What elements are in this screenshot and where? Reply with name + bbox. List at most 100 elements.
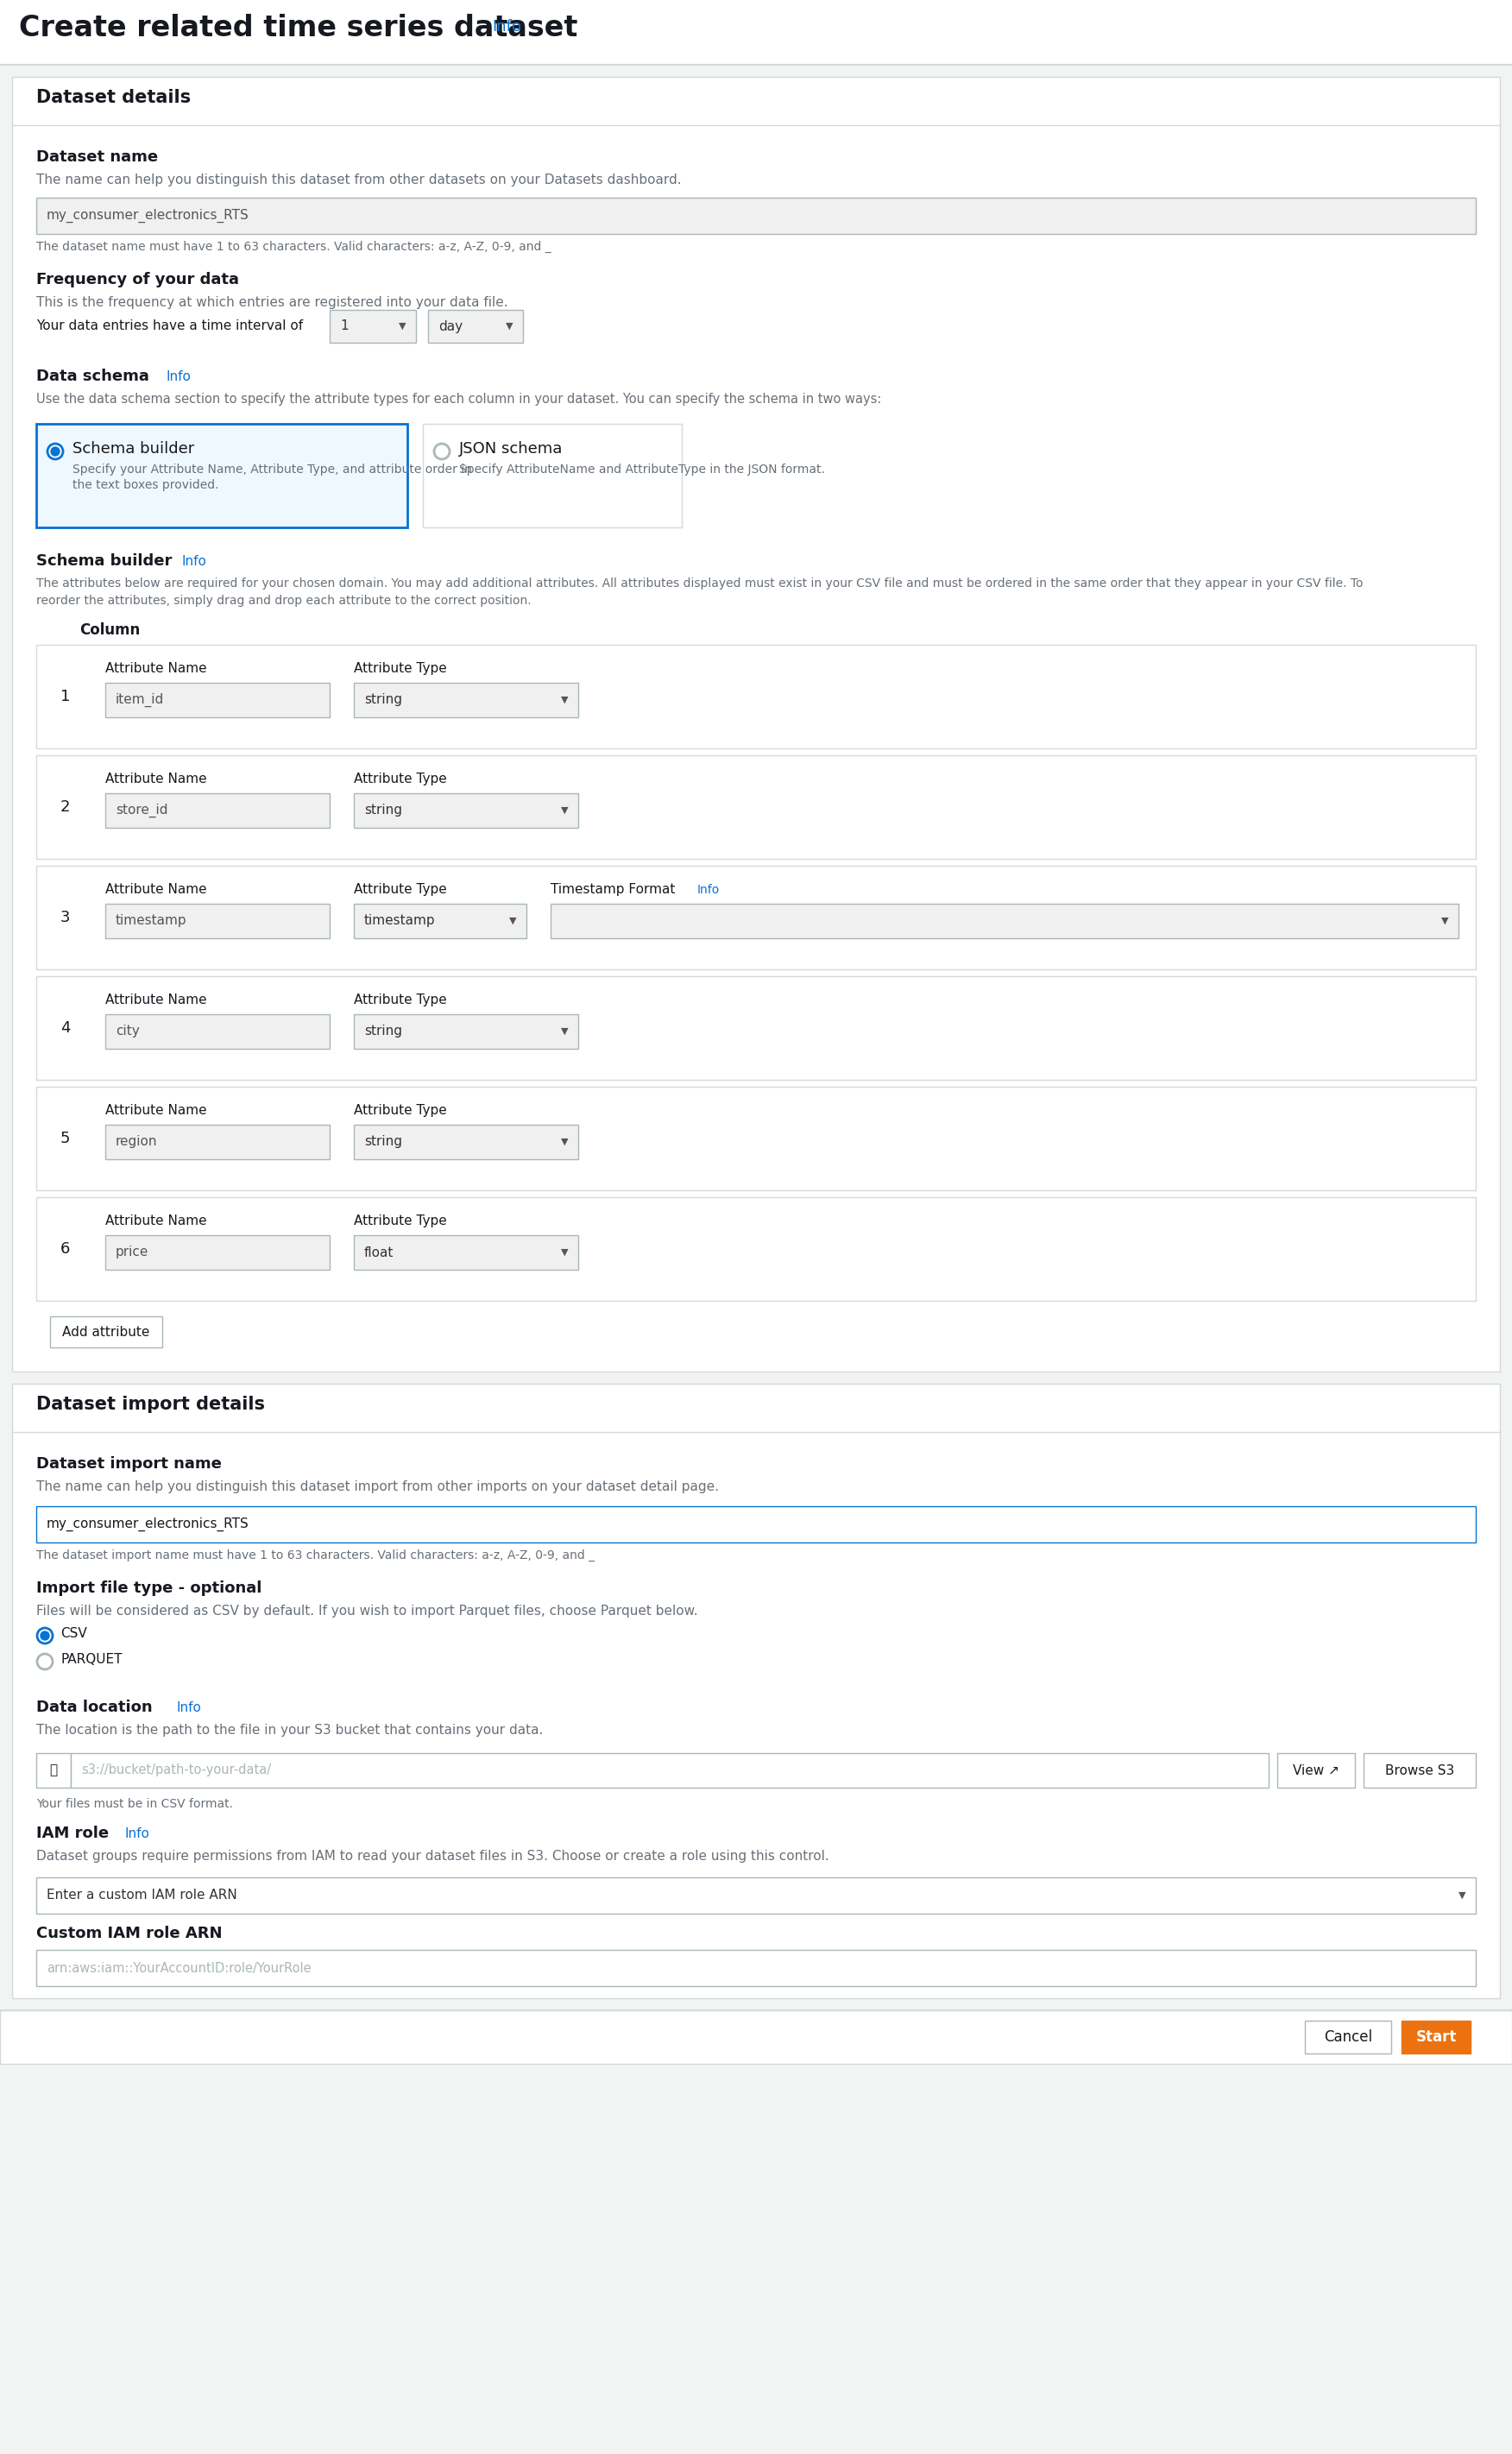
Text: ▼: ▼	[561, 697, 569, 704]
Text: Files will be considered as CSV by default. If you wish to import Parquet files,: Files will be considered as CSV by defau…	[36, 1605, 699, 1617]
Text: string: string	[364, 1026, 402, 1038]
Text: Dataset groups require permissions from IAM to read your dataset files in S3. Ch: Dataset groups require permissions from …	[36, 1850, 829, 1863]
Text: Your files must be in CSV format.: Your files must be in CSV format.	[36, 1799, 233, 1811]
Circle shape	[47, 444, 64, 459]
Text: 4: 4	[60, 1021, 71, 1036]
Text: Attribute Type: Attribute Type	[354, 883, 448, 896]
Text: ▼: ▼	[561, 1139, 569, 1146]
Text: Attribute Type: Attribute Type	[354, 773, 448, 785]
Bar	[428, 309, 523, 344]
Bar	[36, 1198, 1476, 1301]
Text: CSV: CSV	[60, 1627, 88, 1639]
Text: Info: Info	[166, 371, 191, 383]
Text: ▼: ▼	[561, 807, 569, 815]
Bar	[106, 793, 330, 827]
Text: ▼: ▼	[399, 321, 405, 331]
Text: Attribute Name: Attribute Name	[106, 773, 207, 785]
Text: Info: Info	[697, 883, 720, 896]
Circle shape	[51, 447, 59, 456]
Text: ▼: ▼	[510, 918, 516, 925]
Text: Info: Info	[491, 20, 522, 34]
Text: 5: 5	[60, 1131, 71, 1146]
Text: Attribute Type: Attribute Type	[354, 994, 448, 1006]
Text: Attribute Type: Attribute Type	[354, 1104, 448, 1117]
Text: Schema builder: Schema builder	[73, 442, 195, 456]
Bar	[12, 76, 1500, 1372]
Text: Custom IAM role ARN: Custom IAM role ARN	[36, 1926, 222, 1941]
Bar	[1402, 2020, 1471, 2054]
Text: Attribute Name: Attribute Name	[106, 883, 207, 896]
Text: float: float	[364, 1247, 393, 1259]
Text: The dataset name must have 1 to 63 characters. Valid characters: a-z, A-Z, 0-9, : The dataset name must have 1 to 63 chara…	[36, 240, 552, 253]
Text: Add attribute: Add attribute	[62, 1325, 150, 1337]
Text: Attribute Name: Attribute Name	[106, 1215, 207, 1227]
Bar	[36, 645, 1476, 748]
Text: Schema builder: Schema builder	[36, 552, 172, 569]
Text: reorder the attributes, simply drag and drop each attribute to the correct posit: reorder the attributes, simply drag and …	[36, 594, 531, 606]
Text: Timestamp Format: Timestamp Format	[550, 883, 676, 896]
Text: 2: 2	[60, 800, 71, 815]
Bar	[354, 1124, 578, 1158]
Bar	[36, 1087, 1476, 1190]
Text: timestamp: timestamp	[115, 915, 187, 928]
Bar	[71, 1752, 1269, 1787]
Bar	[1278, 1752, 1355, 1787]
Text: Browse S3: Browse S3	[1385, 1764, 1455, 1777]
Text: Info: Info	[181, 555, 206, 567]
Text: Dataset import details: Dataset import details	[36, 1396, 265, 1414]
Circle shape	[434, 444, 449, 459]
Text: 1: 1	[60, 690, 70, 704]
Text: Attribute Name: Attribute Name	[106, 1104, 207, 1117]
Bar	[50, 1315, 162, 1347]
Bar	[36, 1951, 1476, 1985]
Circle shape	[38, 1627, 53, 1644]
Text: Your data entries have a time interval of: Your data entries have a time interval o…	[36, 319, 302, 331]
Text: The attributes below are required for your chosen domain. You may add additional: The attributes below are required for yo…	[36, 577, 1364, 589]
Text: string: string	[364, 1136, 402, 1148]
Text: Attribute Type: Attribute Type	[354, 663, 448, 675]
Text: Dataset import name: Dataset import name	[36, 1455, 222, 1472]
Text: The location is the path to the file in your S3 bucket that contains your data.: The location is the path to the file in …	[36, 1723, 543, 1737]
Text: Dataset name: Dataset name	[36, 150, 159, 164]
Text: ▼: ▼	[561, 1028, 569, 1036]
Text: store_id: store_id	[115, 802, 168, 817]
Bar	[36, 199, 1476, 233]
Bar	[106, 682, 330, 717]
Text: ▼: ▼	[505, 321, 513, 331]
Text: Import file type - optional: Import file type - optional	[36, 1580, 262, 1595]
Text: Column: Column	[80, 623, 141, 638]
Text: Data location: Data location	[36, 1701, 153, 1715]
Circle shape	[38, 1654, 53, 1669]
Bar	[354, 682, 578, 717]
Text: Specify AttributeName and AttributeType in the JSON format.: Specify AttributeName and AttributeType …	[460, 464, 826, 476]
Text: ▼: ▼	[1441, 918, 1448, 925]
Text: arn:aws:iam::YourAccountID:role/YourRole: arn:aws:iam::YourAccountID:role/YourRole	[47, 1961, 311, 1975]
Text: Data schema: Data schema	[36, 368, 150, 385]
Bar	[330, 309, 416, 344]
Bar	[1364, 1752, 1476, 1787]
Text: JSON schema: JSON schema	[460, 442, 562, 456]
Text: 6: 6	[60, 1242, 70, 1256]
Text: Dataset details: Dataset details	[36, 88, 191, 106]
Text: timestamp: timestamp	[364, 915, 435, 928]
Bar	[0, 0, 1512, 64]
Text: The dataset import name must have 1 to 63 characters. Valid characters: a-z, A-Z: The dataset import name must have 1 to 6…	[36, 1548, 594, 1561]
Text: item_id: item_id	[115, 692, 165, 707]
Text: PARQUET: PARQUET	[60, 1654, 122, 1666]
Bar	[106, 1234, 330, 1269]
Text: Info: Info	[125, 1828, 150, 1840]
Text: Attribute Type: Attribute Type	[354, 1215, 448, 1227]
Text: The name can help you distinguish this dataset import from other imports on your: The name can help you distinguish this d…	[36, 1480, 718, 1494]
Bar	[36, 866, 1476, 969]
Bar	[12, 1384, 1500, 1998]
Bar	[106, 1124, 330, 1158]
Bar	[36, 756, 1476, 859]
Bar	[550, 903, 1459, 937]
Text: Use the data schema section to specify the attribute types for each column in yo: Use the data schema section to specify t…	[36, 393, 881, 405]
Bar	[36, 1877, 1476, 1914]
Text: price: price	[115, 1247, 148, 1259]
Text: 1: 1	[340, 319, 348, 334]
Text: ▼: ▼	[1458, 1892, 1465, 1899]
Text: Info: Info	[175, 1701, 201, 1715]
Bar	[354, 793, 578, 827]
